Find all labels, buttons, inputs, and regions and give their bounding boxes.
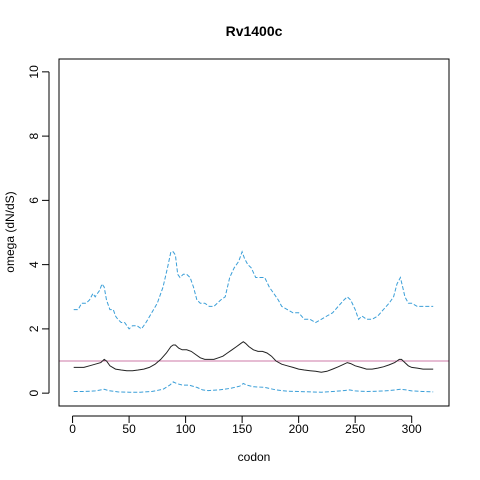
y-tick-label: 4 — [27, 261, 41, 268]
y-tick-label: 10 — [27, 65, 41, 79]
y-tick-label: 8 — [27, 132, 41, 139]
series-line-estimate — [73, 341, 434, 373]
chart-title: Rv1400c — [226, 23, 283, 39]
x-axis-label: codon — [238, 450, 271, 464]
x-tick-label: 100 — [176, 422, 196, 436]
x-tick-label: 300 — [402, 422, 422, 436]
x-tick-label: 200 — [289, 422, 309, 436]
series-line-upper — [73, 250, 434, 330]
series-line-lower — [73, 381, 434, 393]
y-tick-label: 6 — [27, 197, 41, 204]
plot-frame — [58, 58, 450, 407]
x-tick-label: 50 — [122, 422, 136, 436]
plot-area: 0 50 100 150 200 250 300 0 2 4 6 8 10 — [27, 58, 450, 436]
x-tick-label: 0 — [69, 422, 76, 436]
x-tick-label: 150 — [232, 422, 252, 436]
y-tick-label: 0 — [27, 389, 41, 396]
x-tick-label: 250 — [345, 422, 365, 436]
y-axis-label: omega (dN/dS) — [3, 191, 17, 272]
y-tick-label: 2 — [27, 325, 41, 332]
